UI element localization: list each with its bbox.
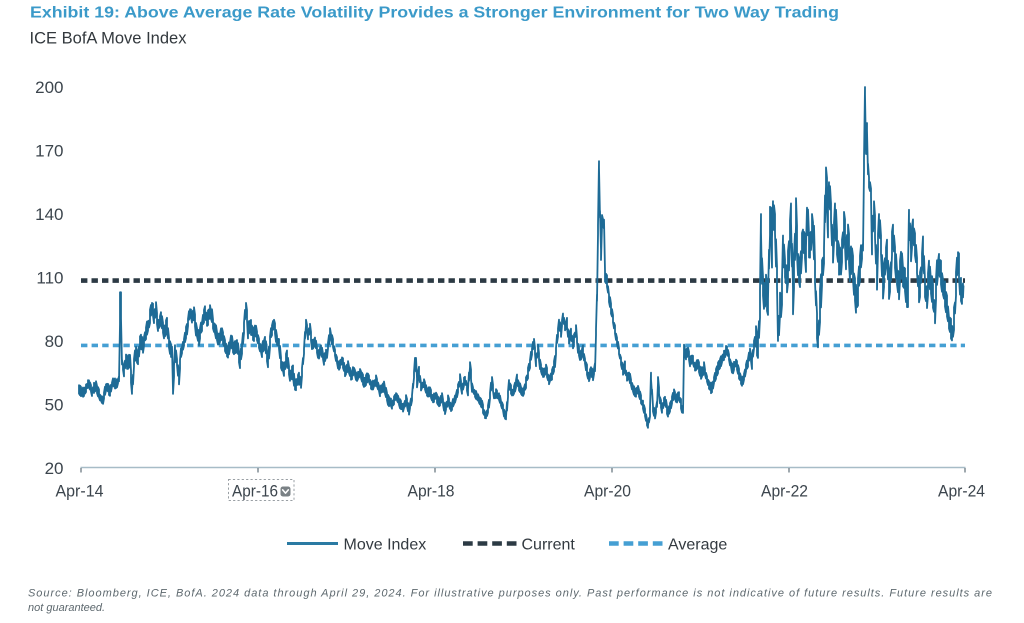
svg-text:200: 200 bbox=[35, 78, 63, 97]
svg-text:50: 50 bbox=[45, 396, 64, 415]
svg-text:Apr-18: Apr-18 bbox=[408, 483, 455, 501]
svg-text:Apr-16: Apr-16 bbox=[232, 483, 278, 501]
svg-text:Move Index: Move Index bbox=[344, 536, 427, 553]
svg-text:Apr-14: Apr-14 bbox=[56, 483, 104, 501]
svg-text:Source: Bloomberg, ICE, BofA.: Source: Bloomberg, ICE, BofA. 2024 data … bbox=[28, 587, 992, 599]
svg-text:Average: Average bbox=[668, 536, 727, 553]
svg-text:Exhibit 19: Above Average Rate: Exhibit 19: Above Average Rate Volatilit… bbox=[30, 5, 839, 22]
svg-text:Current: Current bbox=[522, 536, 576, 553]
svg-text:170: 170 bbox=[35, 142, 63, 161]
svg-text:Apr-22: Apr-22 bbox=[761, 483, 808, 501]
svg-text:140: 140 bbox=[35, 205, 63, 224]
svg-text:Apr-24: Apr-24 bbox=[938, 483, 985, 501]
svg-text:20: 20 bbox=[45, 459, 64, 478]
svg-text:110: 110 bbox=[36, 269, 63, 288]
svg-text:Apr-20: Apr-20 bbox=[584, 483, 631, 501]
svg-text:ICE BofA Move Index: ICE BofA Move Index bbox=[30, 30, 188, 48]
svg-text:80: 80 bbox=[45, 332, 64, 351]
svg-text:not guaranteed.: not guaranteed. bbox=[28, 602, 105, 614]
